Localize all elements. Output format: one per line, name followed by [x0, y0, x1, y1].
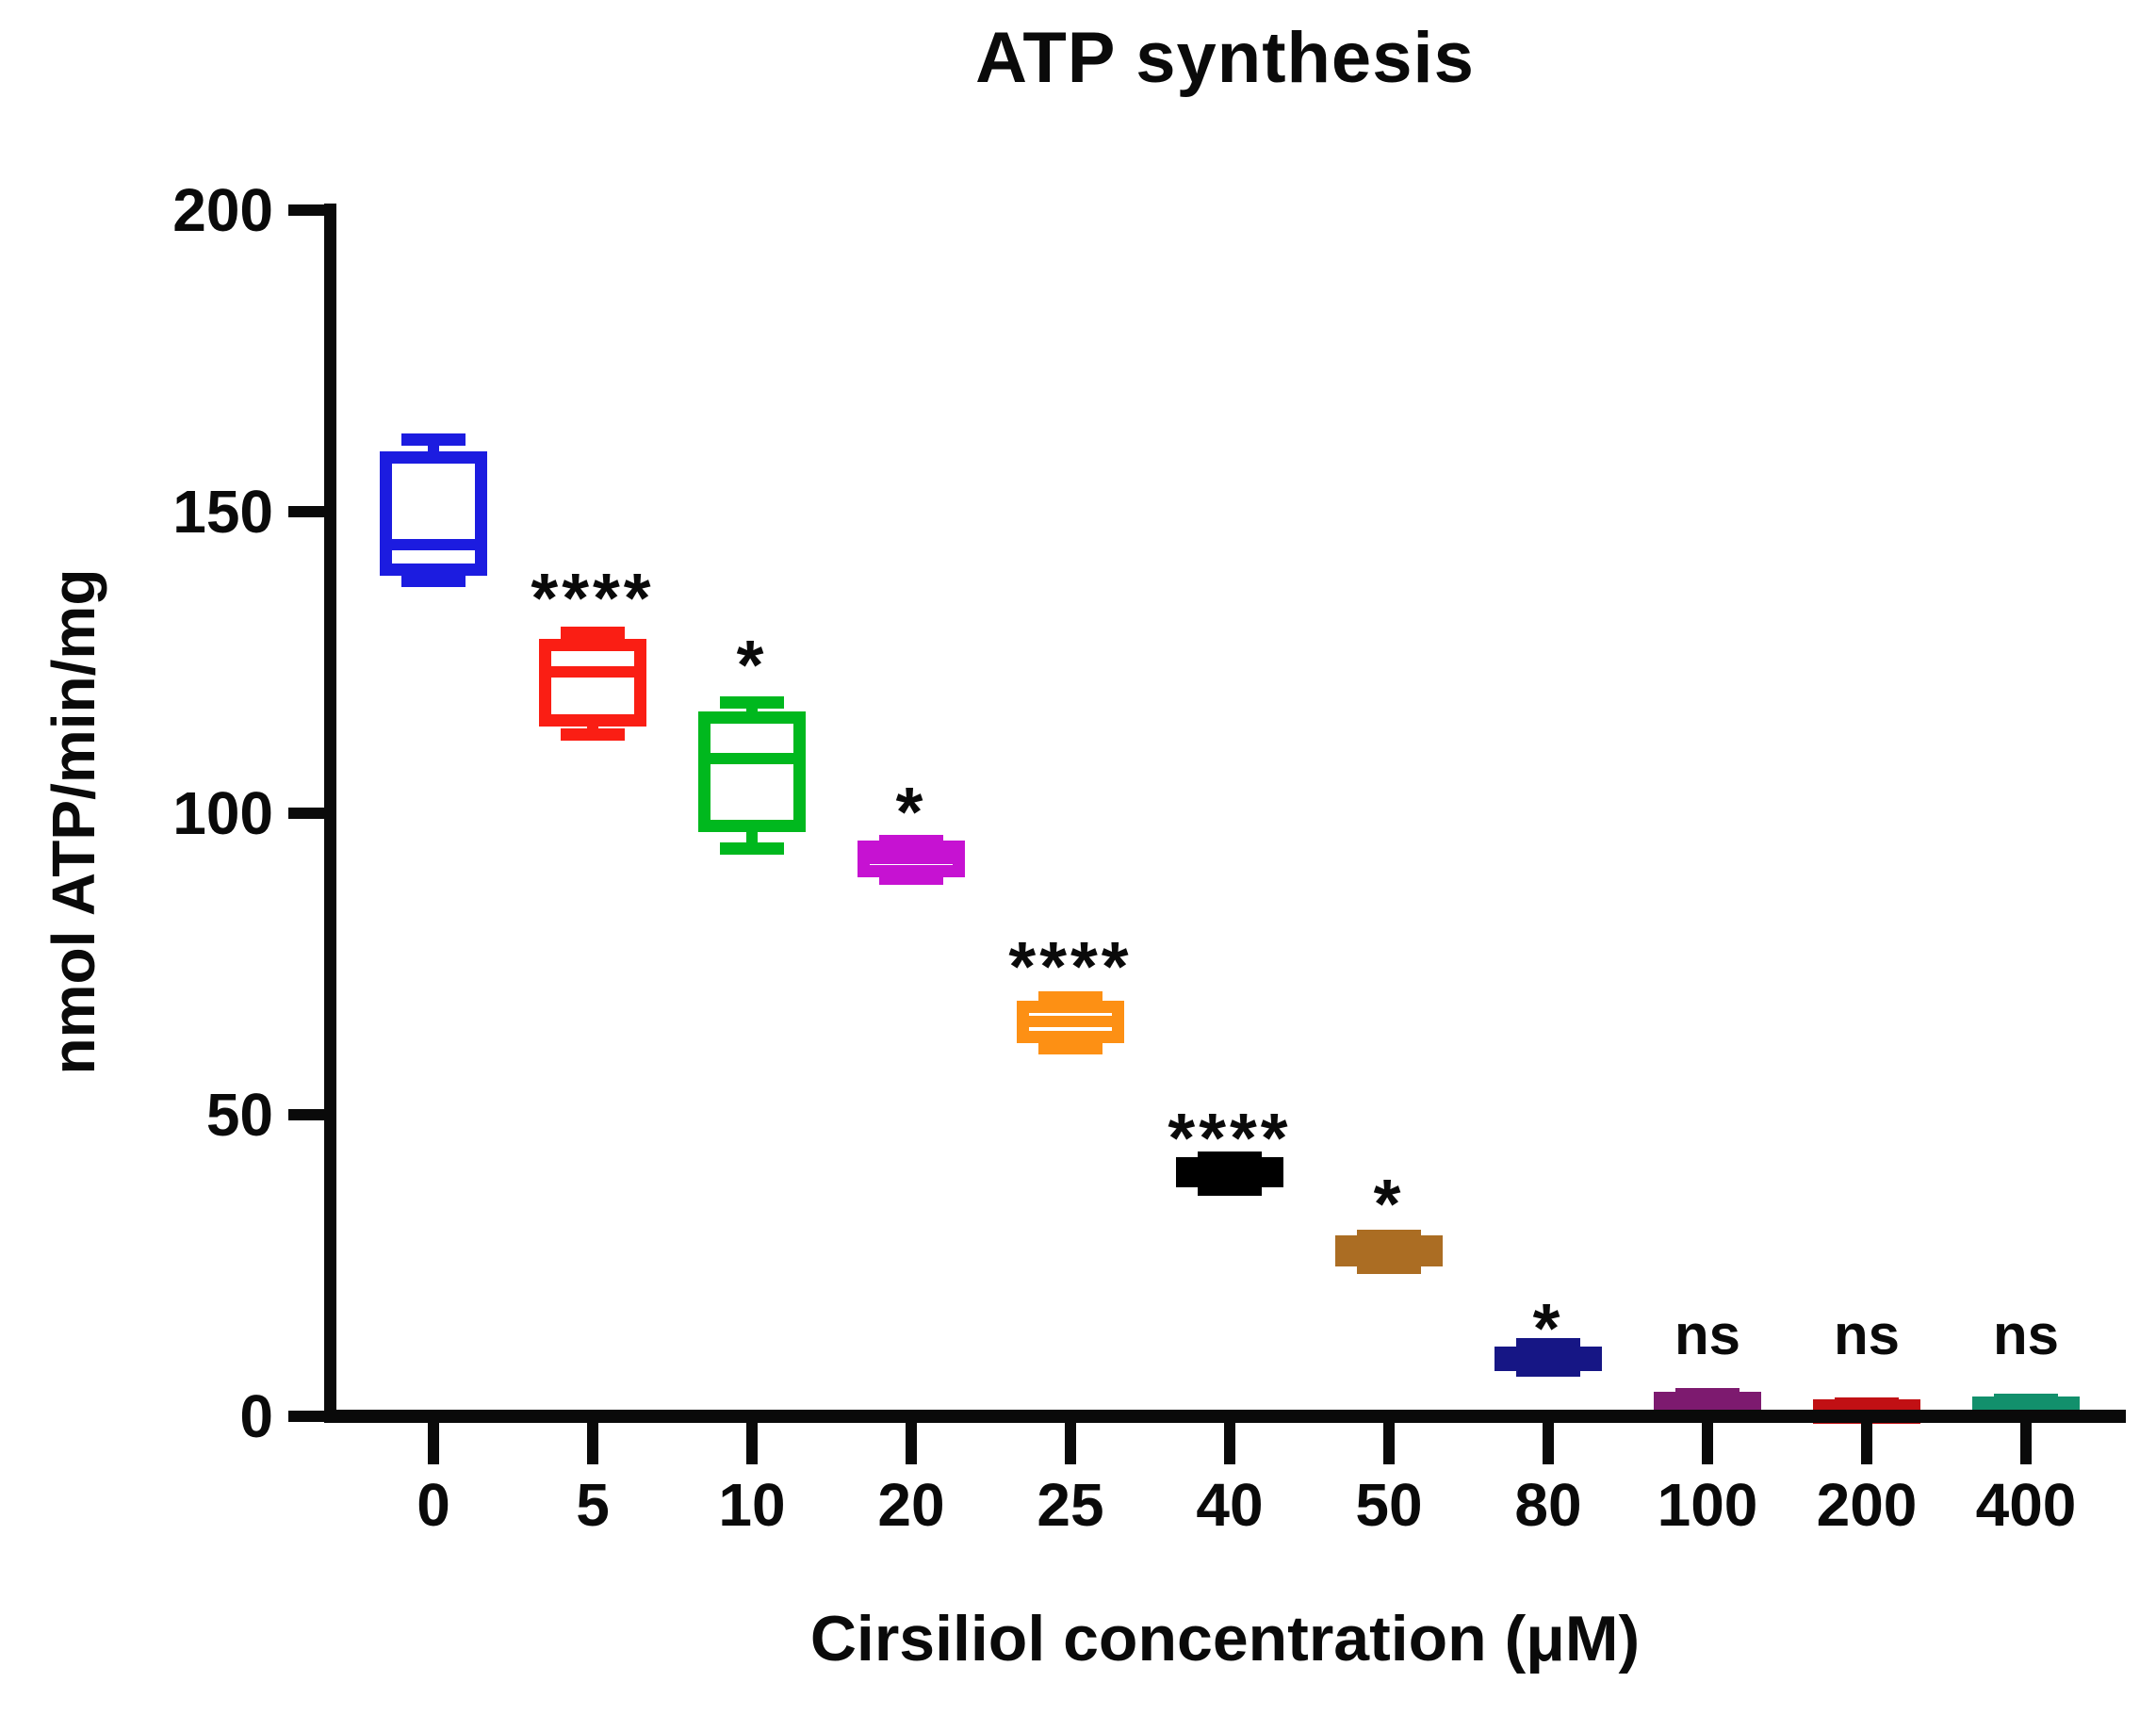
whisker-cap-top-10uM: [720, 695, 784, 709]
significance-label-5uM: ****: [531, 559, 655, 638]
x-tick-label-0: 0: [416, 1471, 450, 1539]
x-tick-label-100: 100: [1657, 1471, 1758, 1539]
x-tick-10: [746, 1423, 758, 1464]
median-line-0uM: [380, 539, 487, 551]
whisker-cap-bottom-0uM: [401, 574, 466, 587]
significance-label-100uM: ns: [1674, 1302, 1741, 1366]
x-tick-label-80: 80: [1514, 1471, 1582, 1539]
x-axis-spine: [324, 1410, 2126, 1423]
chart-title: ATP synthesis: [975, 18, 1475, 98]
x-tick-100: [1702, 1423, 1713, 1464]
significance-label-400uM: ns: [1992, 1302, 2060, 1366]
x-tick-label-5: 5: [576, 1471, 610, 1539]
y-tick-label-0: 0: [239, 1382, 273, 1450]
median-line-40uM: [1176, 1166, 1283, 1178]
x-tick-5: [587, 1423, 598, 1464]
whisker-cap-bottom-5uM: [561, 727, 625, 741]
x-tick-400: [2020, 1423, 2032, 1464]
whisker-cap-top-5uM: [561, 627, 625, 639]
y-axis-spine: [324, 204, 336, 1423]
y-tick-200: [288, 204, 324, 216]
x-tick-label-10: 10: [718, 1471, 786, 1539]
y-tick-0: [288, 1411, 324, 1422]
box-0uM: [380, 451, 487, 576]
whisker-cap-top-0uM: [401, 433, 466, 447]
significance-label-40uM: ****: [1168, 1099, 1292, 1177]
median-line-80uM: [1494, 1351, 1602, 1364]
x-tick-label-200: 200: [1816, 1471, 1918, 1539]
x-tick-label-20: 20: [877, 1471, 945, 1539]
significance-label-20uM: *: [895, 773, 927, 852]
y-tick-50: [288, 1109, 324, 1120]
median-line-100uM: [1654, 1398, 1761, 1411]
significance-label-200uM: ns: [1833, 1302, 1901, 1366]
y-tick-100: [288, 808, 324, 819]
y-tick-label-150: 150: [172, 478, 273, 546]
y-tick-label-50: 50: [205, 1081, 273, 1149]
median-line-50uM: [1335, 1245, 1443, 1256]
x-tick-0: [428, 1423, 439, 1464]
x-tick-label-25: 25: [1037, 1471, 1104, 1539]
box-5uM: [539, 638, 646, 727]
y-tick-150: [288, 506, 324, 517]
median-line-25uM: [1017, 1015, 1124, 1027]
x-tick-200: [1861, 1423, 1872, 1464]
significance-label-50uM: *: [1373, 1165, 1405, 1244]
x-tick-40: [1224, 1423, 1235, 1464]
x-axis-label: Cirsiliol concentration (μM): [809, 1603, 1641, 1674]
x-tick-50: [1383, 1423, 1395, 1464]
significance-label-80uM: *: [1532, 1288, 1564, 1367]
box-10uM: [698, 710, 806, 832]
y-tick-label-100: 100: [172, 779, 273, 847]
whisker-cap-bottom-25uM: [1038, 1041, 1102, 1054]
y-tick-label-200: 200: [172, 176, 273, 244]
significance-label-25uM: ****: [1008, 926, 1133, 1005]
significance-label-10uM: *: [736, 625, 768, 704]
whisker-cap-bottom-10uM: [720, 842, 784, 856]
median-line-5uM: [539, 665, 646, 678]
x-tick-label-400: 400: [1975, 1471, 2077, 1539]
median-line-10uM: [698, 753, 806, 765]
x-tick-20: [906, 1423, 917, 1464]
x-tick-25: [1065, 1423, 1076, 1464]
x-tick-label-50: 50: [1355, 1471, 1423, 1539]
x-tick-label-40: 40: [1196, 1471, 1264, 1539]
median-line-20uM: [858, 853, 965, 864]
x-tick-80: [1543, 1423, 1554, 1464]
